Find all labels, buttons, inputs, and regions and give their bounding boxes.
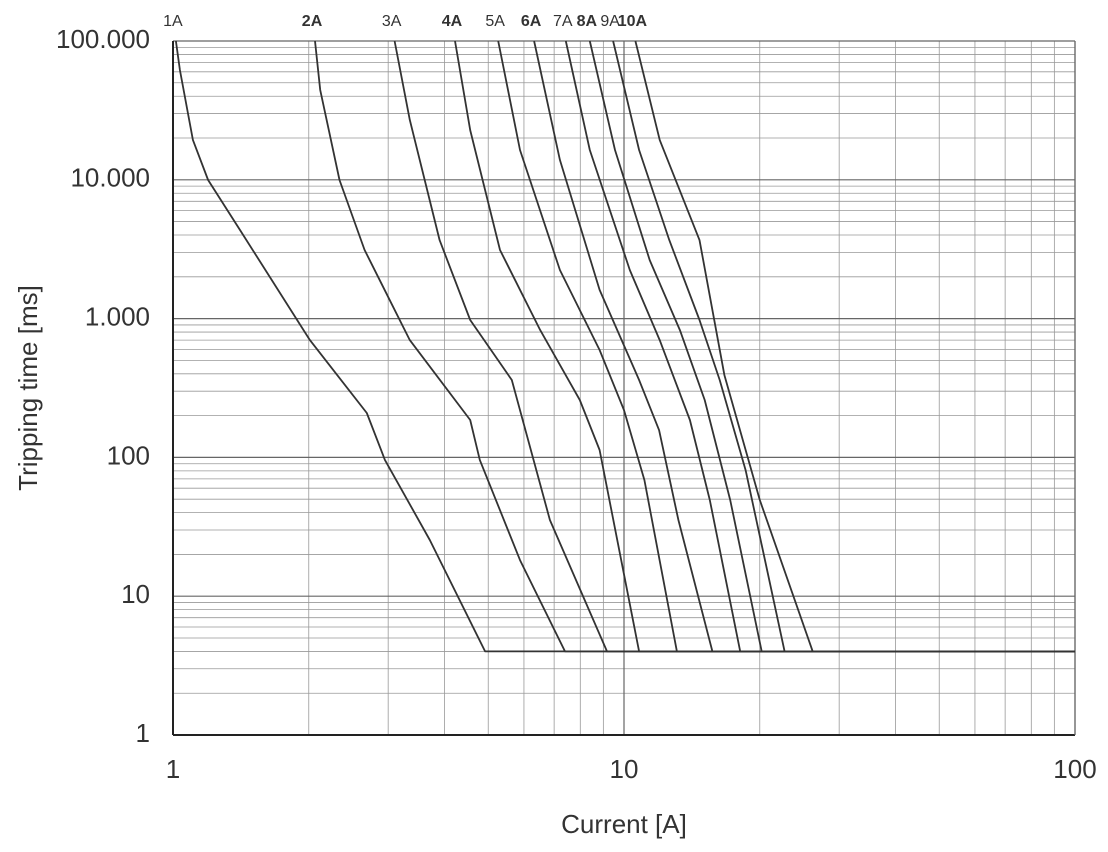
series-label: 9A: [600, 13, 620, 30]
series-label: 8A: [577, 13, 598, 30]
y-tick-label: 10: [121, 579, 150, 609]
series-line: [314, 40, 1075, 653]
series-label: 6A: [521, 13, 542, 30]
series-line: [454, 40, 1075, 653]
y-tick-label: 100.000: [56, 24, 150, 54]
y-axis-title: Tripping time [ms]: [13, 285, 43, 491]
series-label: 7A: [553, 13, 573, 30]
series-line: [393, 40, 1075, 653]
series-line: [612, 40, 1075, 653]
series-line: [497, 40, 1075, 653]
series-line: [588, 40, 1075, 653]
series-label: 5A: [485, 13, 505, 30]
series-label: 1A: [163, 13, 183, 30]
series-label: 10A: [618, 13, 648, 30]
series-line: [564, 40, 1075, 653]
y-tick-label: 100: [107, 440, 150, 470]
x-tick-label: 10: [610, 754, 639, 784]
series-line: [634, 40, 1075, 653]
y-tick-label: 1: [136, 718, 150, 748]
y-tick-label: 1.000: [85, 301, 150, 331]
y-tick-label: 10.000: [70, 163, 150, 193]
series-line: [533, 40, 1075, 653]
series-label: 3A: [382, 13, 402, 30]
series-label: 4A: [442, 13, 463, 30]
x-tick-label: 100: [1053, 754, 1096, 784]
series-line: [175, 40, 1075, 653]
x-axis-title: Current [A]: [561, 809, 687, 839]
series-label: 2A: [302, 13, 323, 30]
x-tick-label: 1: [166, 754, 180, 784]
